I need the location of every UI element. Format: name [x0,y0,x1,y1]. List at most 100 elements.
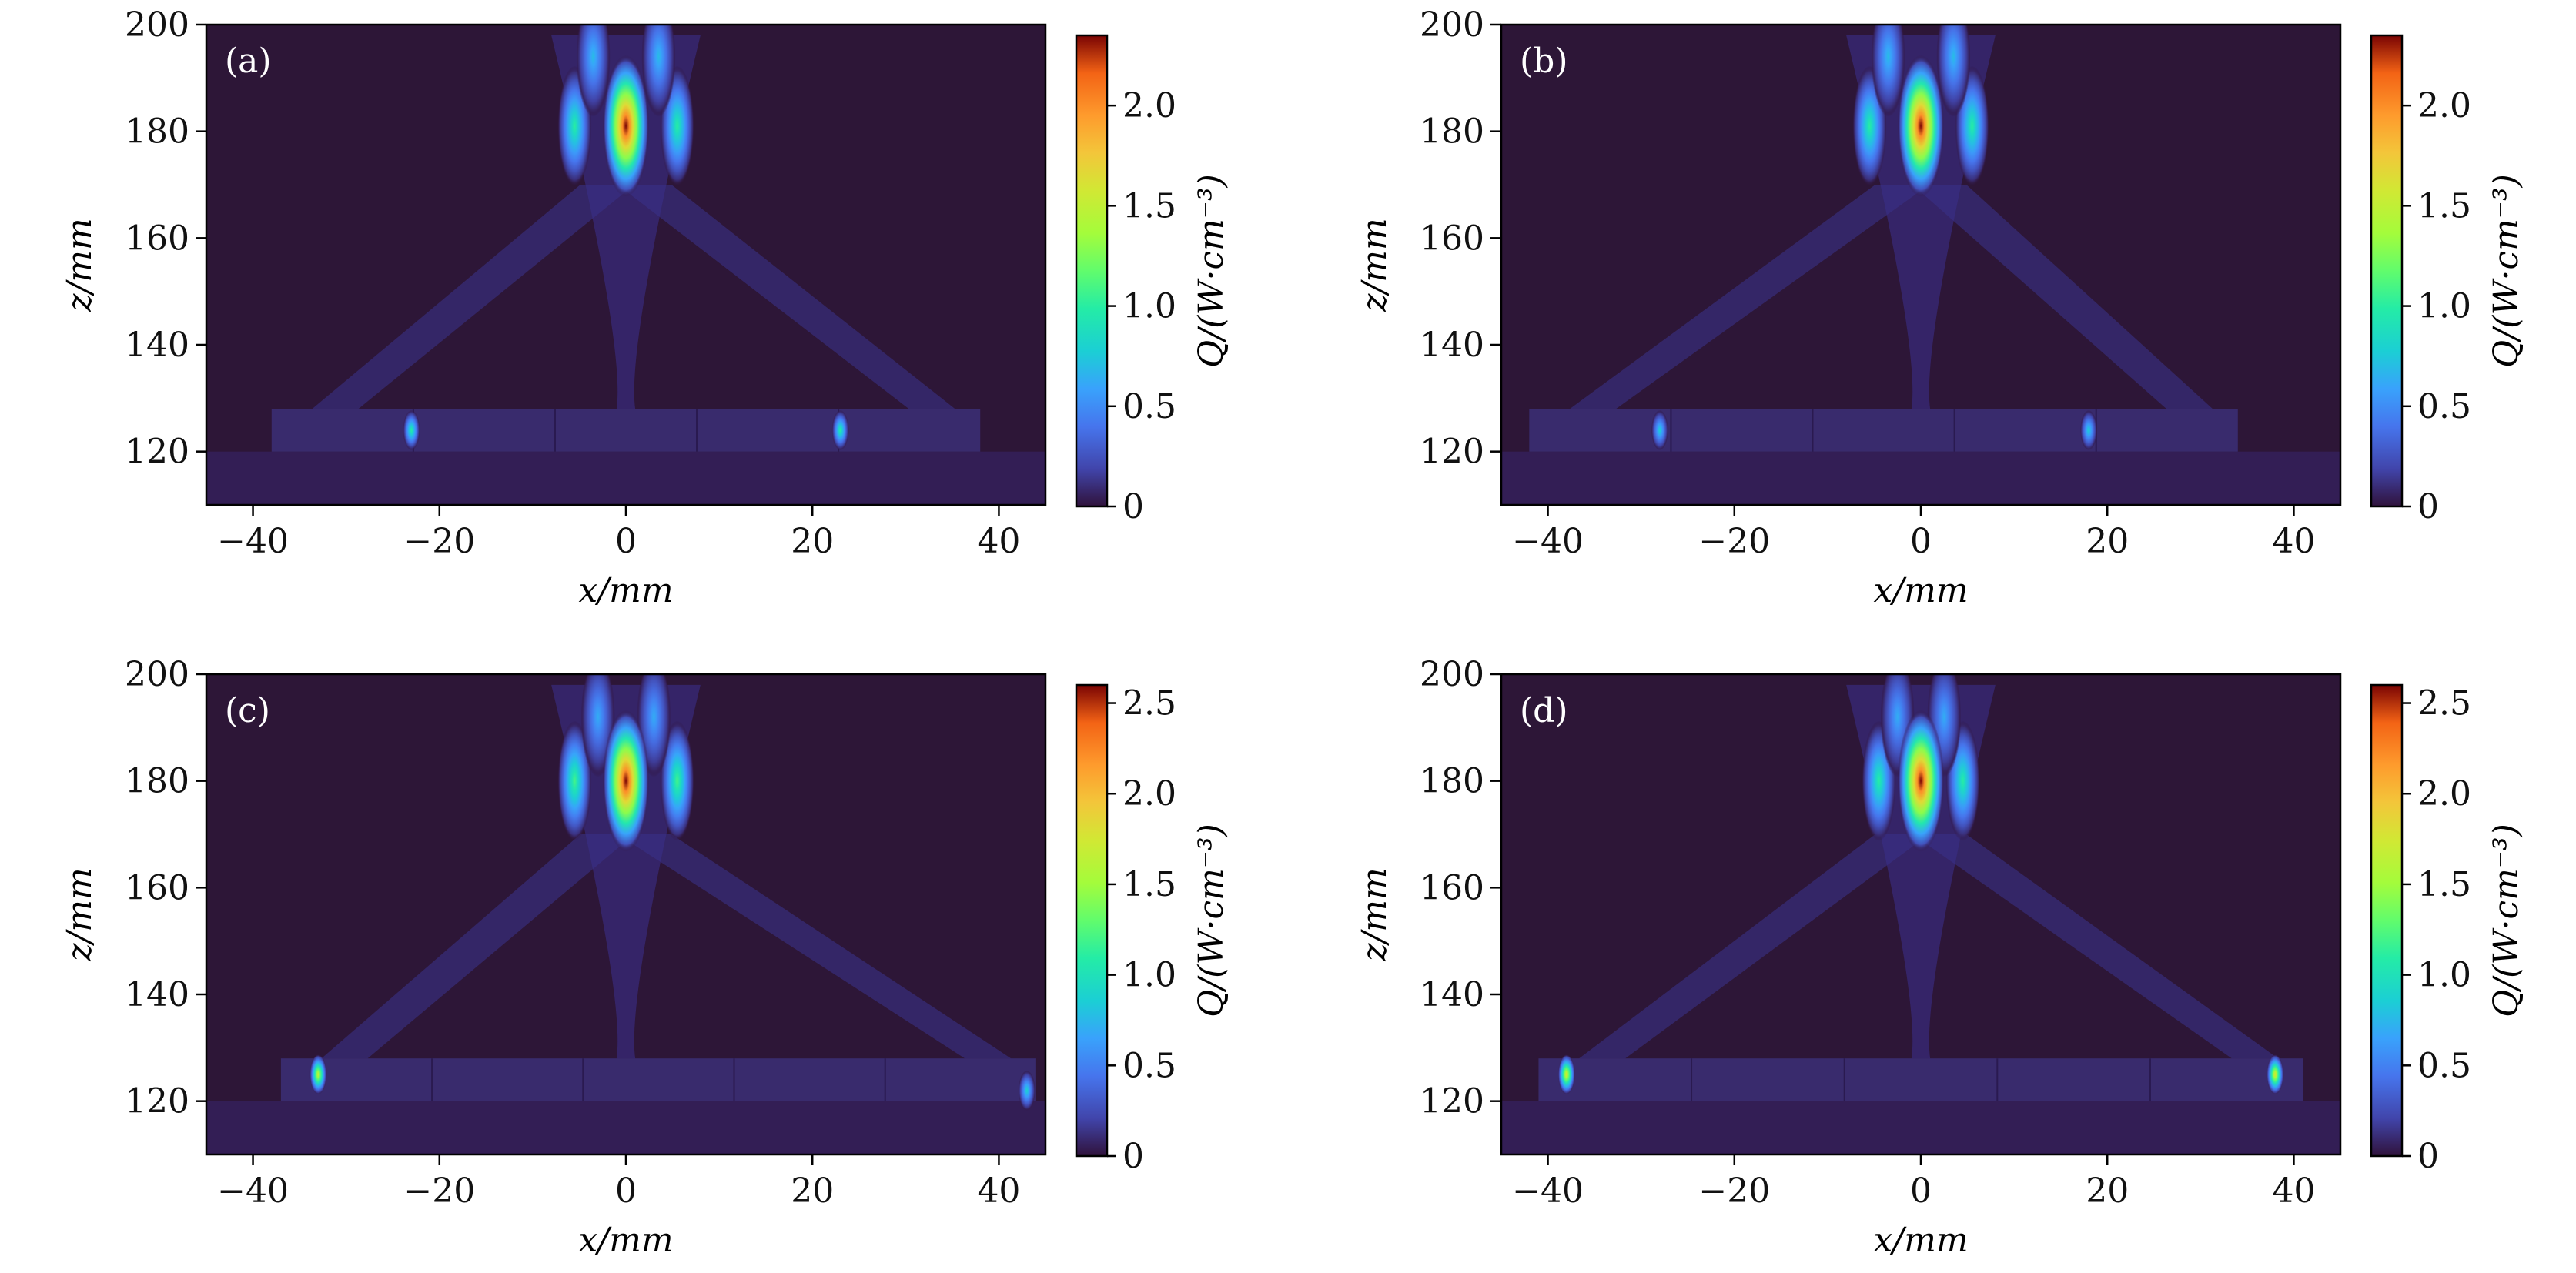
beam-left [312,185,634,409]
colorbar [1075,683,1109,1158]
colorbar-tick-label: 0 [1122,1137,1144,1176]
colorbar-tick-label: 1.5 [1122,865,1176,904]
x-tick-label: 40 [2272,1171,2315,1211]
colorbar-tick-label: 1.0 [1122,287,1176,326]
field-layer [206,674,1045,1154]
y-tick-label: 180 [1420,112,1484,152]
x-tick-label: −20 [1698,522,1770,561]
heatmap-panel-d: (d) −40 −20 0 20 40 120 140 160 180 200 x/mm z/mm 0 0.… [1355,655,2526,1260]
x-tick-label: 20 [2086,1171,2129,1211]
heatmap-panel-b: (b) −40 −20 0 20 40 120 140 160 180 200 x/mm z/mm 0 0.… [1355,5,2526,610]
colorbar [2370,34,2404,508]
x-tick-label: 20 [791,1171,834,1211]
y-tick-label: 180 [125,112,189,152]
y-tick-label: 180 [1420,762,1484,801]
colorbar-tick-label: 2.0 [1122,774,1176,814]
y-tick-label: 140 [125,975,189,1014]
x-tick-label: −20 [403,1171,475,1211]
panel-label: (d) [1520,691,1568,730]
y-tick-label: 200 [1420,655,1484,694]
focal-spot [603,710,649,852]
panel-label: (b) [1520,42,1568,81]
x-tick-label: 0 [1910,1171,1932,1211]
beam-left [321,834,634,1059]
side-lobe [641,25,676,117]
colorbar-tick-label: 0.5 [1122,387,1176,426]
y-tick-label: 160 [1420,868,1484,907]
colorbar-tick-label: 2.0 [2417,86,2471,125]
colorbar-tick-label: 0 [2417,487,2439,526]
x-axis-label: x/mm [578,1221,673,1260]
colorbar-tick-label: 2.0 [1122,86,1176,125]
x-tick-label: 0 [1910,522,1932,561]
edge-hotspot [1651,409,1668,450]
panel-label: (a) [225,42,272,81]
y-tick-label: 160 [125,868,189,907]
y-axis-label: z/mm [1355,218,1394,312]
beam-left [1570,185,1929,409]
side-lobe [1871,25,1905,117]
x-tick-label: −20 [403,522,475,561]
y-tick-label: 120 [1420,433,1484,472]
y-tick-label: 180 [125,762,189,801]
x-axis-label: x/mm [1873,1221,1968,1260]
array-elements [271,409,981,452]
heatmap-panel-c: (c) −40 −20 0 20 40 120 140 160 180 200 x/mm z/mm 0 0.… [60,655,1231,1260]
focal-spot [1898,55,1944,197]
colorbar-tick-label: 1.0 [2417,956,2471,995]
colorbar-tick-label: 0 [1122,487,1144,526]
x-tick-label: 20 [2086,522,2129,561]
side-lobe [576,25,611,117]
colorbar [1075,34,1109,508]
y-tick-label: 160 [125,219,189,258]
x-tick-label: 0 [615,522,637,561]
edge-hotspot [1018,1070,1035,1111]
y-tick-label: 140 [1420,975,1484,1014]
colorbar-label: Q/(W·cm⁻³) [2487,174,2526,368]
colorbar-tick-label: 2.5 [1122,684,1176,723]
edge-hotspot [1557,1054,1575,1094]
medium-band [1501,1101,2340,1154]
colorbar-tick-label: 1.5 [1122,186,1176,226]
colorbar-tick-label: 1.0 [1122,956,1176,995]
heatmap-panel-a: (a) −40 −20 0 20 40 120 140 160 180 200 x/mm z/mm 0 0.… [60,5,1231,610]
x-tick-label: 40 [2272,522,2315,561]
side-lobe [557,720,592,841]
y-tick-label: 120 [125,1082,189,1121]
beam-right [617,185,955,409]
x-tick-label: −40 [217,522,289,561]
colorbar-tick-label: 2.0 [2417,774,2471,814]
colorbar-tick-label: 1.5 [2417,186,2471,226]
medium-band [206,1101,1045,1154]
x-axis-label: x/mm [1873,571,1968,610]
beam-right [617,834,1012,1059]
x-tick-label: −20 [1698,1171,1770,1211]
edge-hotspot [309,1054,327,1094]
side-lobe [660,720,694,841]
beam-right [1912,185,2213,409]
edge-hotspot [2267,1054,2284,1094]
beam-right [1912,834,2278,1059]
x-axis-label: x/mm [578,571,673,610]
side-lobe [1936,25,1971,117]
colorbar-label: Q/(W·cm⁻³) [1192,174,1231,368]
y-tick-label: 140 [125,326,189,365]
x-tick-label: 20 [791,522,834,561]
field-layer [1501,674,2340,1154]
y-tick-label: 200 [125,655,189,694]
colorbar-label: Q/(W·cm⁻³) [1192,824,1231,1017]
x-tick-label: 40 [977,1171,1020,1211]
y-tick-label: 160 [1420,219,1484,258]
y-tick-label: 120 [125,433,189,472]
x-tick-label: 40 [977,522,1020,561]
focal-spot [603,55,649,197]
beam-left [1579,834,1929,1059]
y-tick-label: 140 [1420,326,1484,365]
array-elements [1529,409,2238,452]
colorbar-tick-label: 1.0 [2417,287,2471,326]
medium-band [1501,451,2340,505]
y-axis-label: z/mm [60,218,99,312]
y-axis-label: z/mm [1355,867,1394,961]
x-tick-label: −40 [1512,1171,1584,1211]
